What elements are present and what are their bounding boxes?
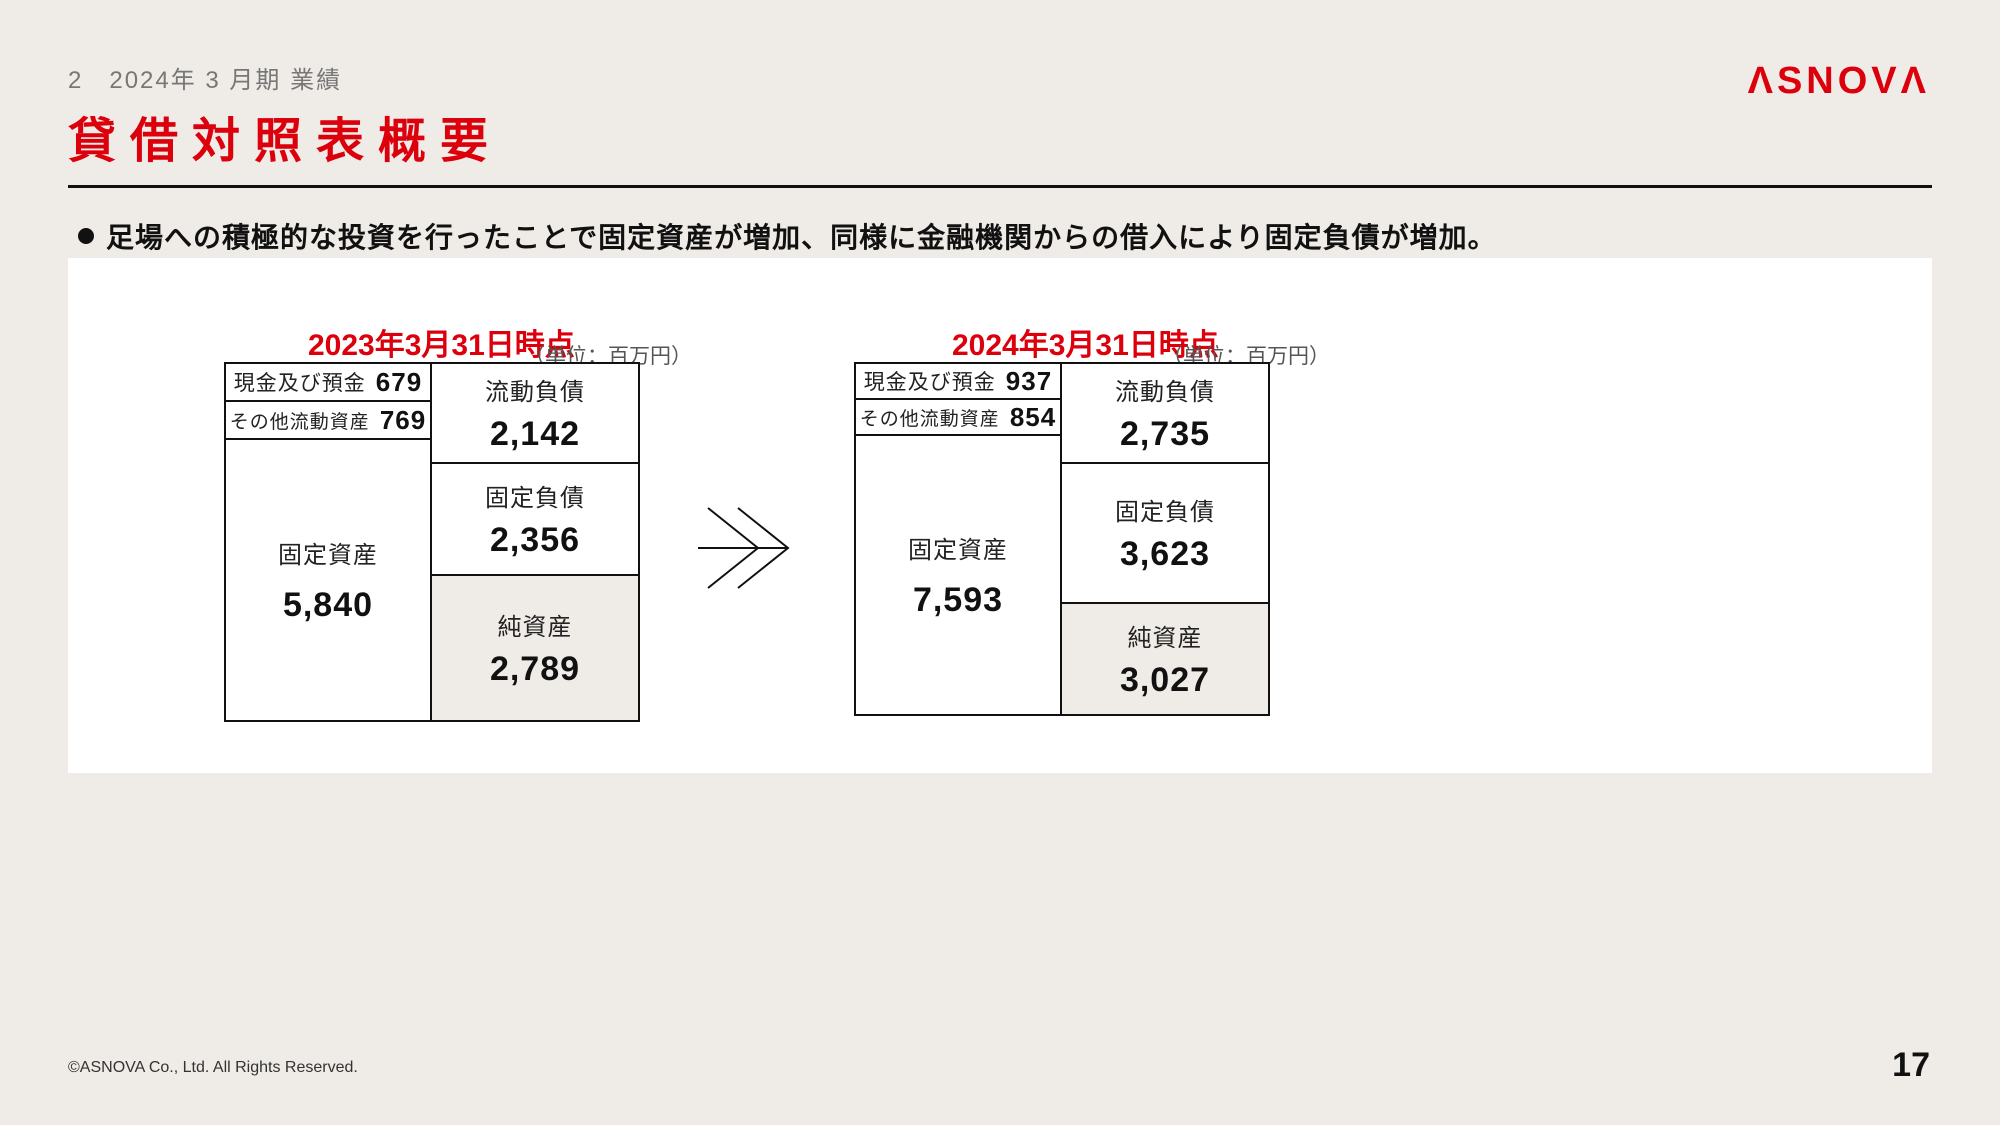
balance-sheet-right: 現金及び預金 937 その他流動資産 854 固定資産 7,593 流動負債 2… xyxy=(854,362,1270,716)
cell-cash-left: 現金及び預金 679 xyxy=(226,364,430,402)
cell-other-current-right: その他流動資産 854 xyxy=(856,400,1060,436)
cell-other-current-left: その他流動資産 769 xyxy=(226,402,430,440)
cell-fixed-liab-right: 固定負債 3,623 xyxy=(1062,464,1268,604)
page-title: 貸借対照表概要 xyxy=(68,101,1932,185)
cell-net-assets-right: 純資産 3,027 xyxy=(1062,604,1268,714)
section-label: 2 2024年 3 月期 業績 xyxy=(68,60,1932,95)
copyright: ©ASNOVA Co., Ltd. All Rights Reserved. xyxy=(68,1059,358,1077)
bullet-summary: 足場への積極的な投資を行ったことで固定資産が増加、同様に金融機関からの借入により… xyxy=(68,216,1932,256)
arrow-icon xyxy=(698,498,808,598)
page-number: 17 xyxy=(1892,1046,1930,1085)
title-rule xyxy=(68,185,1932,188)
cell-fixed-liab-left: 固定負債 2,356 xyxy=(432,464,638,576)
bullet-icon xyxy=(78,228,94,244)
cell-current-liab-left: 流動負債 2,142 xyxy=(432,364,638,464)
cell-fixed-assets-left: 固定資産 5,840 xyxy=(226,440,430,720)
cell-cash-right: 現金及び預金 937 xyxy=(856,364,1060,400)
cell-current-liab-right: 流動負債 2,735 xyxy=(1062,364,1268,464)
chart-panel: 2023年3月31日時点 （単位：百万円） 現金及び預金 679 その他流動資産… xyxy=(68,258,1932,773)
balance-sheet-left: 現金及び預金 679 その他流動資産 769 固定資産 5,840 流動負債 2… xyxy=(224,362,640,722)
brand-logo: ΛSNOVΛ xyxy=(1748,60,1930,103)
bullet-text: 足場への積極的な投資を行ったことで固定資産が増加、同様に金融機関からの借入により… xyxy=(106,216,1497,256)
cell-net-assets-left: 純資産 2,789 xyxy=(432,576,638,720)
cell-fixed-assets-right: 固定資産 7,593 xyxy=(856,436,1060,714)
